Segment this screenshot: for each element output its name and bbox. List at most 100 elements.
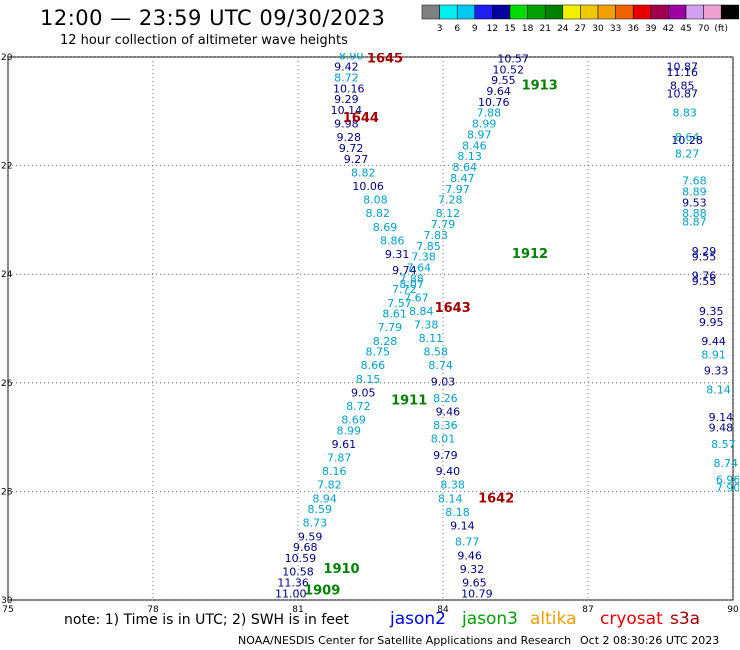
colorbar-swatch <box>456 4 476 20</box>
colorbar-swatch <box>509 4 528 20</box>
swh-value: 8.08 <box>363 194 388 207</box>
pass-time-label: 1911 <box>391 394 427 409</box>
swh-value: 8.83 <box>672 107 697 120</box>
swh-value: 9.35 <box>699 305 724 318</box>
swh-value: 8.74 <box>714 457 739 470</box>
swh-value: 9.61 <box>332 438 357 451</box>
swh-value: 10.28 <box>671 134 703 147</box>
swh-value: 9.14 <box>709 411 734 424</box>
swh-value: 9.72 <box>339 142 364 155</box>
footer-note: note: 1) Time is in UTC; 2) SWH is in fe… <box>64 612 350 628</box>
colorbar-swatch <box>650 4 669 20</box>
colorbar-swatch <box>632 4 652 20</box>
swh-value: 8.14 <box>706 384 731 397</box>
swh-value: 9.03 <box>431 376 456 389</box>
x-tick-label: 78 <box>147 605 159 615</box>
swh-value: 8.64 <box>675 131 700 144</box>
swh-value: 8.86 <box>380 234 405 247</box>
colorbar-swatch <box>597 4 616 20</box>
swh-value: 10.87 <box>667 88 699 101</box>
swh-value: 7.68 <box>682 175 707 188</box>
swh-value: 10.40 <box>502 42 534 55</box>
swh-value: 8.69 <box>373 221 398 234</box>
y-tick-label: 20 <box>1 53 13 63</box>
swh-value: 8.46 <box>462 139 487 152</box>
page-subtitle: 12 hour collection of altimeter wave hei… <box>60 33 348 48</box>
colorbar-label: 30 <box>592 24 604 34</box>
swh-value: 10.58 <box>282 566 314 579</box>
swh-value: 7.82 <box>317 479 342 492</box>
swh-value: 10.59 <box>285 552 317 565</box>
swh-value: 7.38 <box>414 319 439 332</box>
swh-value: 9.14 <box>450 519 475 532</box>
pass-time-label: 1909 <box>304 584 340 599</box>
y-tick-label: 26 <box>1 379 13 389</box>
colorbar-swatch <box>562 4 581 20</box>
legend-jason2: jason2 <box>390 609 446 629</box>
swh-value: 9.59 <box>298 530 323 543</box>
swh-value: 7.88 <box>477 107 502 120</box>
colorbar-swatch <box>492 4 511 20</box>
swh-value: 8.57 <box>711 438 736 451</box>
swh-value: 8.61 <box>382 308 407 321</box>
swh-value: 9.44 <box>701 335 726 348</box>
swh-value: 10.14 <box>331 104 363 117</box>
swh-value: 8.01 <box>431 433 456 446</box>
swh-value: 9.76 <box>692 270 717 283</box>
legend-cryosat: cryosat <box>600 609 663 629</box>
colorbar-label: 18 <box>522 24 534 34</box>
swh-value: 7.28 <box>438 194 463 207</box>
swh-value: 8.36 <box>433 419 458 432</box>
swh-value: 6.96 <box>716 473 740 486</box>
swh-value: 8.16 <box>322 465 347 478</box>
colorbar-label: 33 <box>610 24 621 34</box>
colorbar-label: 70 <box>698 24 710 34</box>
swh-value: 7.67 <box>404 291 429 304</box>
swh-value: 8.38 <box>440 479 465 492</box>
swh-value: 8.07 <box>399 278 424 291</box>
swh-value: 9.55 <box>692 251 717 264</box>
credit-text: NOAA/NESDIS Center for Satellite Applica… <box>238 634 572 647</box>
swh-value: 8.26 <box>433 392 458 405</box>
colorbar-label: 15 <box>504 24 515 34</box>
swh-value: 9.05 <box>351 386 376 399</box>
colorbar-swatch <box>615 4 634 20</box>
colorbar-swatch <box>474 4 493 20</box>
swh-value: 7.90 <box>716 481 740 494</box>
swh-value: 8.90 <box>339 50 364 63</box>
colorbar-label: 42 <box>663 24 674 34</box>
x-tick-label: 90 <box>727 605 739 615</box>
legend-jason3: jason3 <box>462 609 518 629</box>
swh-value: 8.99 <box>472 118 497 131</box>
swh-value: 9.27 <box>344 153 369 166</box>
swh-value: 7.64 <box>407 261 432 274</box>
swh-value: 10.79 <box>461 587 493 600</box>
plot-frame <box>7 56 734 601</box>
colorbar-label: 27 <box>575 24 586 34</box>
swh-value: 9.29 <box>334 93 359 106</box>
pass-time-label: 1912 <box>512 247 548 262</box>
swh-value: 8.97 <box>467 128 492 141</box>
swh-value: 9.64 <box>486 85 511 98</box>
swh-value: 7.72 <box>392 283 417 296</box>
colorbar-swatch <box>668 4 687 20</box>
swh-value: 9.55 <box>692 275 717 288</box>
y-tick-label: 30 <box>1 596 13 606</box>
colorbar-swatch <box>703 4 722 20</box>
pass-time-label: 1644 <box>343 111 379 126</box>
swh-value: 7.85 <box>416 240 441 253</box>
x-tick-label: 84 <box>437 605 449 615</box>
swh-value: 11.36 <box>277 576 309 589</box>
pass-time-label: 1642 <box>478 491 514 506</box>
swh-value: 9.46 <box>457 549 482 562</box>
colorbar-label: 39 <box>645 24 657 34</box>
swh-value: 9.42 <box>334 61 359 74</box>
colorbar-label: 36 <box>627 24 639 34</box>
swh-value: 9.46 <box>436 405 461 418</box>
swh-value: 7.79 <box>378 321 403 334</box>
data-layer: 8.909.428.7210.169.2910.149.989.289.729.… <box>275 42 740 614</box>
swh-value: 10.29 <box>461 601 493 614</box>
colorbar-swatch <box>421 4 440 20</box>
swh-value: 9.28 <box>337 131 362 144</box>
